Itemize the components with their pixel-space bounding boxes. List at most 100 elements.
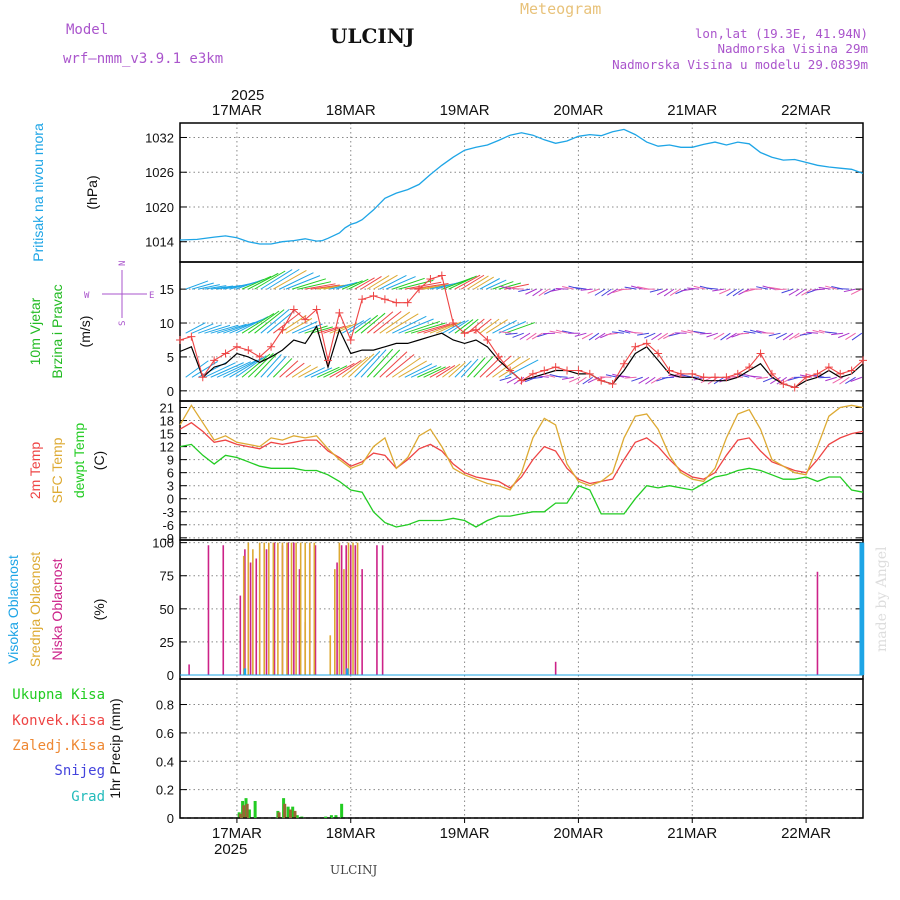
wind-arrow — [594, 332, 606, 341]
wind-arrow — [448, 362, 466, 378]
tick-label: 0 — [167, 811, 174, 826]
day-label-top: 20MAR — [553, 102, 603, 119]
wind-arrow — [298, 281, 332, 290]
wind-arrow — [298, 366, 318, 378]
legend-precip-2: Zaledj.Kisa — [12, 738, 105, 754]
wind-arrow — [680, 288, 693, 292]
wind-arrow — [650, 376, 662, 384]
wind-compass: N S W E — [84, 261, 154, 326]
tick-label: 50 — [160, 602, 174, 617]
wind-arrow — [473, 355, 494, 378]
wind-arrow — [348, 353, 375, 378]
wind-arrow — [316, 366, 340, 378]
panel-precip: 0 0.2 0.4 0.6 0.8 — [156, 678, 864, 826]
gust-marker — [255, 352, 264, 361]
credit-label: made by Angel — [874, 546, 890, 652]
wind-arrow — [762, 285, 775, 290]
wind-arrow — [651, 332, 662, 341]
wind-arrow — [776, 376, 788, 385]
gust-marker — [676, 369, 685, 378]
wind-arrow — [562, 285, 574, 290]
wind-arrow — [737, 373, 750, 378]
gust-marker — [699, 373, 708, 382]
wind-arrow — [505, 332, 518, 335]
wind-arrow — [285, 317, 313, 334]
tick-label: 0.4 — [156, 754, 174, 769]
tick-label: 0 — [167, 492, 174, 507]
page-title: ULCINJ — [330, 24, 415, 48]
wind-arrow — [479, 278, 500, 290]
wind-arrow — [732, 288, 744, 297]
wind-arrow — [291, 278, 326, 290]
wind-arrow — [645, 376, 656, 385]
wind-arrow — [594, 288, 606, 296]
gust-marker — [210, 356, 219, 365]
wind-arrow — [392, 357, 422, 378]
wind-arrow — [442, 276, 474, 290]
tick-label: 25 — [160, 635, 174, 650]
tick-label: 1032 — [145, 130, 174, 145]
tick-label: 0.8 — [156, 698, 174, 713]
gust-marker — [642, 339, 651, 348]
wind-arrow — [435, 321, 462, 334]
wind-arrow — [498, 282, 522, 290]
wind-arrow — [574, 287, 587, 290]
wind-arrow — [499, 376, 512, 382]
gust-marker — [449, 319, 458, 328]
series-line-sfc-temp — [179, 404, 864, 491]
wind-arrow — [298, 323, 323, 334]
wind-arrow — [612, 373, 625, 378]
tick-label: 12 — [160, 440, 174, 455]
unit-cloud: (%) — [91, 599, 107, 621]
day-label-bottom: 18MAR — [326, 825, 376, 842]
compass-e: E — [149, 291, 154, 301]
wind-arrow — [726, 332, 737, 340]
wind-arrow — [366, 311, 394, 334]
wind-arrow — [831, 332, 844, 336]
label-sfc-temp: SFC Temp — [49, 437, 65, 503]
wind-arrow — [198, 324, 222, 334]
wind-arrow — [607, 288, 618, 296]
gust-marker — [187, 332, 196, 341]
wind-arrow — [706, 332, 719, 338]
precip-bar — [238, 813, 242, 818]
wind-arrow — [442, 363, 461, 378]
wind-arrow — [304, 367, 325, 378]
wind-arrow — [417, 323, 450, 334]
lonlat-label: lon,lat (19.3E, 41.94N) — [695, 26, 868, 41]
wind-arrow — [354, 350, 381, 378]
wind-arrow — [726, 288, 737, 297]
day-label-bottom: 19MAR — [440, 825, 490, 842]
precip-bar — [245, 803, 249, 818]
gust-marker — [711, 373, 720, 382]
precip-bar — [295, 815, 299, 818]
wind-arrow — [637, 332, 650, 336]
precip-bar — [253, 800, 257, 818]
wind-arrow — [705, 287, 718, 290]
wind-arrow — [348, 317, 372, 334]
legend-precip-3: Snijeg — [54, 763, 105, 779]
wind-arrow — [611, 331, 625, 334]
meteogram-subtitle: Meteogram — [520, 0, 601, 18]
wind-arrow — [354, 314, 379, 334]
tick-label: 10 — [160, 316, 174, 331]
gust-marker — [312, 305, 321, 314]
wind-arrow — [768, 286, 781, 290]
wind-arrow — [687, 287, 700, 290]
tick-label: 0.2 — [156, 783, 174, 798]
wind-arrow — [845, 332, 856, 341]
wind-arrow — [737, 332, 750, 335]
wind-arrow — [310, 367, 333, 378]
gust-marker — [688, 369, 697, 378]
gust-marker — [244, 346, 253, 355]
gust-marker — [802, 373, 811, 382]
wind-arrow — [518, 288, 531, 292]
gust-marker — [335, 308, 344, 317]
wind-arrow — [756, 286, 769, 290]
wind-arrow — [656, 288, 669, 296]
wind-arrow — [618, 329, 631, 334]
wind-arrow — [285, 275, 321, 290]
wind-arrow — [693, 285, 706, 290]
tick-label: -6 — [162, 518, 174, 533]
